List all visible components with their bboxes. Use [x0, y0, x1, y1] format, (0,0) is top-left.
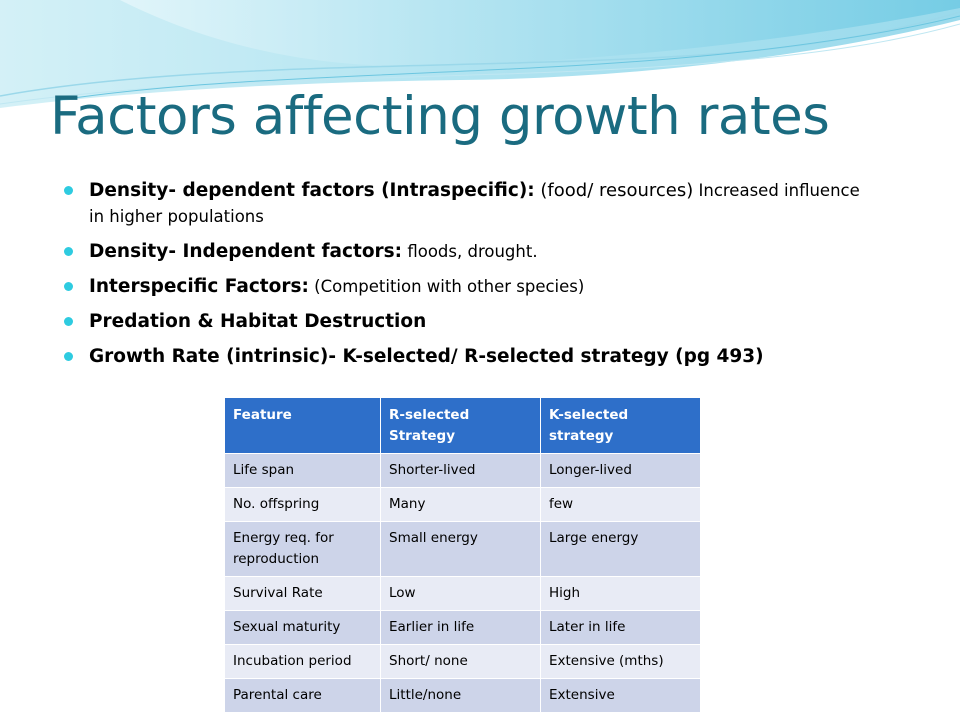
bullet-bold-text: Growth Rate (intrinsic)- K-selected/ R-s… [89, 346, 764, 367]
table-cell: Longer-lived [540, 453, 701, 488]
table-header-row: Feature R-selected Strategy K-selected s… [224, 397, 701, 454]
table-row: No. offspring Many few [224, 487, 701, 522]
bullet-interspecific: Interspecific Factors: (Competition with… [62, 274, 862, 300]
bullet-bold-text: Interspecific Factors: [89, 276, 309, 297]
bullet-list: Density- dependent factors (Intraspecifi… [62, 178, 862, 379]
bullet-dot-icon [64, 247, 73, 256]
table-row: Parental care Little/none Extensive [224, 678, 701, 713]
table-row: Survival Rate Low High [224, 576, 701, 611]
table-cell: Energy req. for reproduction [224, 521, 381, 577]
table-cell: Extensive (mths) [540, 644, 701, 679]
table-cell: Survival Rate [224, 576, 381, 611]
table-cell: Small energy [380, 521, 541, 577]
table-cell: Many [380, 487, 541, 522]
table-cell: Incubation period [224, 644, 381, 679]
table-cell: Life span [224, 453, 381, 488]
strategy-comparison-table: Feature R-selected Strategy K-selected s… [224, 397, 701, 713]
table-cell: Later in life [540, 610, 701, 645]
slide-title: Factors affecting growth rates [50, 86, 830, 147]
table-cell: Little/none [380, 678, 541, 713]
table-cell: Earlier in life [380, 610, 541, 645]
bullet-density-independent: Density- Independent factors: floods, dr… [62, 239, 862, 265]
table-cell: Shorter-lived [380, 453, 541, 488]
table-row: Life span Shorter-lived Longer-lived [224, 453, 701, 488]
bullet-bold-text: Predation & Habitat Destruction [89, 311, 427, 332]
bullet-text: (Competition with other species) [308, 277, 585, 296]
decorative-wave-header [0, 0, 960, 108]
bullet-large-text: (food/ resources) [534, 180, 694, 201]
bullet-density-dependent: Density- dependent factors (Intraspecifi… [62, 178, 862, 230]
table-row: Incubation period Short/ none Extensive … [224, 644, 701, 679]
bullet-bold-text: Density- Independent factors: [89, 241, 403, 262]
bullet-bold-text: Density- dependent factors (Intraspecifi… [89, 180, 535, 201]
table-row: Sexual maturity Earlier in life Later in… [224, 610, 701, 645]
table-row: Energy req. for reproduction Small energ… [224, 521, 701, 577]
header-k-selected: K-selected strategy [540, 397, 701, 454]
bullet-predation: Predation & Habitat Destruction [62, 309, 862, 335]
bullet-text: Increased influence in higher population… [89, 181, 860, 226]
header-r-selected: R-selected Strategy [380, 397, 541, 454]
table-cell: Sexual maturity [224, 610, 381, 645]
table-cell: High [540, 576, 701, 611]
table-cell: few [540, 487, 701, 522]
header-feature: Feature [224, 397, 381, 454]
table-cell: No. offspring [224, 487, 381, 522]
bullet-dot-icon [64, 317, 73, 326]
table-cell: Low [380, 576, 541, 611]
table-cell: Large energy [540, 521, 701, 577]
table-cell: Short/ none [380, 644, 541, 679]
bullet-growth-rate: Growth Rate (intrinsic)- K-selected/ R-s… [62, 344, 862, 370]
bullet-dot-icon [64, 282, 73, 291]
table-cell: Extensive [540, 678, 701, 713]
table-cell: Parental care [224, 678, 381, 713]
bullet-dot-icon [64, 352, 73, 361]
bullet-text: floods, drought. [402, 242, 538, 261]
bullet-dot-icon [64, 186, 73, 195]
